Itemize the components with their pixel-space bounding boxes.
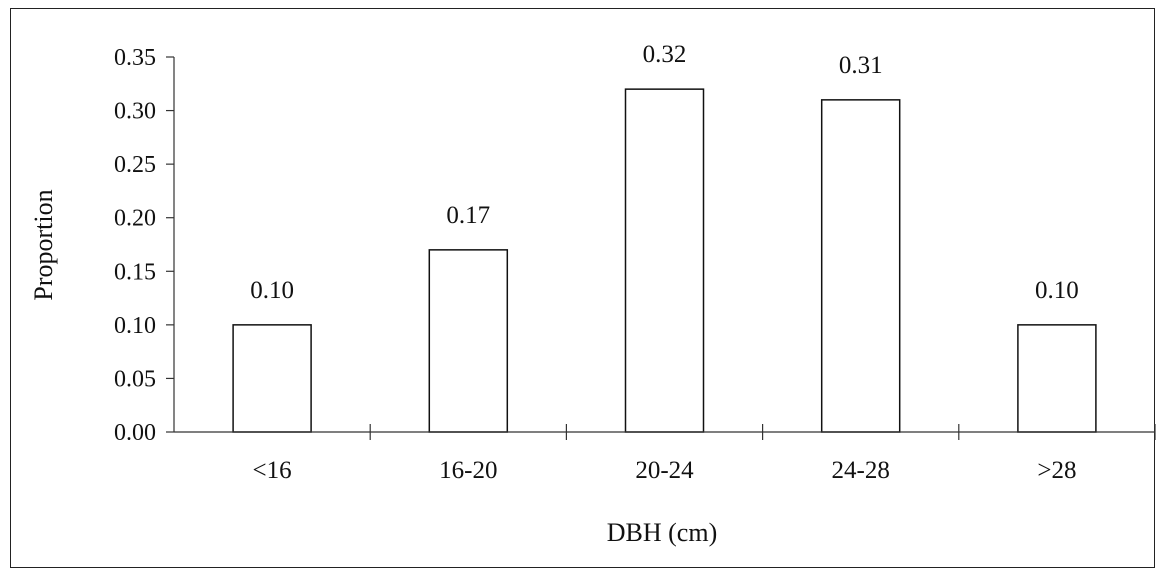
x-axis-title: DBH (cm) — [607, 518, 717, 547]
y-tick-label: 0.25 — [114, 152, 156, 178]
data-label: 0.32 — [643, 41, 687, 68]
x-axis-ticks: <16 16-20 20-24 24-28 >28 — [253, 424, 1156, 484]
data-labels: 0.10 0.17 0.32 0.31 0.10 — [250, 41, 1079, 304]
data-label: 0.17 — [446, 202, 490, 229]
data-label: 0.31 — [839, 52, 883, 79]
bar-4 — [1017, 324, 1097, 433]
data-label: 0.10 — [1035, 277, 1079, 304]
x-tick-label: >28 — [1037, 457, 1076, 484]
bars — [232, 88, 1097, 433]
x-tick-label: 16-20 — [439, 457, 497, 484]
bar-2 — [624, 88, 705, 433]
bar-0 — [232, 324, 312, 433]
chart-frame — [10, 8, 1155, 568]
bar-3 — [820, 99, 901, 433]
y-tick-label: 0.05 — [114, 366, 156, 392]
x-tick-label: <16 — [253, 457, 292, 484]
bar-1 — [428, 249, 509, 433]
y-tick-label: 0.00 — [114, 420, 156, 446]
y-tick-label: 0.15 — [114, 259, 156, 285]
data-label: 0.10 — [250, 277, 294, 304]
y-axis-title: Proportion — [29, 189, 58, 300]
y-tick-label: 0.35 — [114, 45, 156, 71]
x-tick-label: 20-24 — [635, 457, 694, 484]
y-tick-label: 0.10 — [114, 313, 156, 339]
y-tick-label: 0.20 — [114, 206, 156, 232]
y-axis-ticks: 0.00 0.05 0.10 0.15 0.20 0.25 0.30 0.35 — [114, 45, 174, 446]
x-tick-label: 24-28 — [832, 457, 890, 484]
y-tick-label: 0.30 — [114, 99, 156, 125]
